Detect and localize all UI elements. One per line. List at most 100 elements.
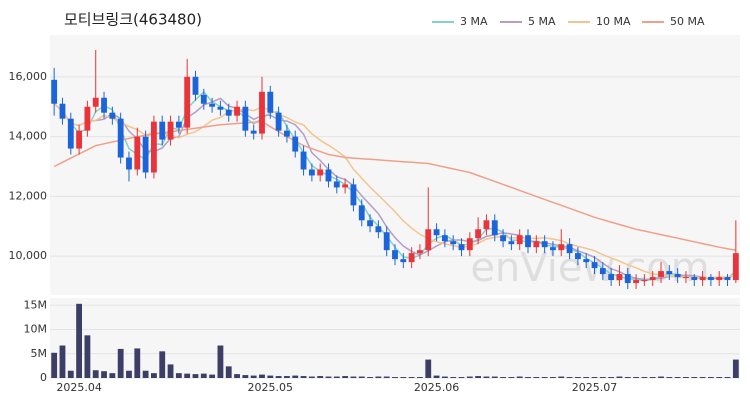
- volume-bar: [500, 377, 506, 378]
- volume-bar: [250, 375, 257, 378]
- candle-body: [109, 112, 116, 119]
- volume-bar: [508, 377, 515, 378]
- volume-bar: [433, 375, 440, 378]
- volume-bar: [300, 376, 307, 378]
- volume-bar: [292, 375, 299, 378]
- candle-body: [583, 259, 590, 263]
- candle-body: [200, 94, 207, 104]
- volume-bar: [732, 359, 739, 378]
- volume-bar: [558, 376, 565, 378]
- candle-body: [658, 271, 664, 278]
- volume-bar: [275, 376, 282, 378]
- candle-body: [608, 274, 615, 281]
- candle-body: [674, 274, 681, 278]
- legend-label: 10 MA: [596, 15, 631, 28]
- volume-bar: [350, 376, 357, 378]
- candle-body: [184, 76, 191, 128]
- volume-bar: [259, 374, 265, 378]
- y-tick-label: 10,000: [9, 249, 48, 262]
- candle-body: [325, 169, 332, 182]
- y-tick-label: 16,000: [9, 70, 48, 83]
- volume-bar: [242, 375, 249, 378]
- volume-bar: [666, 377, 673, 378]
- volume-bar: [59, 345, 66, 378]
- candle-body: [126, 157, 132, 170]
- volume-bar: [699, 377, 706, 378]
- volume-bar: [225, 366, 232, 378]
- candle-body: [284, 130, 290, 137]
- volume-bar: [574, 377, 581, 378]
- volume-bar: [134, 348, 141, 378]
- watermark: enView.com: [470, 245, 709, 291]
- volume-bar: [516, 376, 523, 378]
- volume-bar: [716, 377, 723, 378]
- candle-body: [683, 277, 689, 279]
- legend-label: 50 MA: [670, 15, 705, 28]
- candle-body: [317, 169, 324, 176]
- volume-bar: [284, 376, 290, 378]
- candle-body: [500, 235, 506, 242]
- volume-bar: [192, 374, 199, 378]
- candle-body: [425, 229, 432, 251]
- candle-body: [633, 280, 639, 284]
- volume-bar: [608, 377, 615, 378]
- volume-bar: [367, 377, 373, 378]
- candle-body: [574, 253, 581, 260]
- candle-body: [699, 277, 706, 281]
- candle-body: [375, 226, 382, 233]
- volume-bar: [109, 373, 116, 378]
- volume-bar: [159, 351, 166, 378]
- volume-bar: [375, 376, 382, 378]
- candle-body: [250, 130, 257, 134]
- candle-body: [558, 244, 565, 251]
- candle-body: [292, 136, 299, 152]
- candle-body: [408, 253, 415, 263]
- candle-body: [92, 97, 99, 107]
- volume-bar: [267, 375, 274, 378]
- candle-body: [367, 220, 373, 227]
- candle-body: [275, 112, 282, 131]
- volume-bar: [200, 373, 207, 378]
- volume-bar: [76, 303, 83, 378]
- candle-body: [134, 136, 141, 170]
- volume-bar: [92, 370, 99, 378]
- volume-bar: [234, 374, 240, 378]
- volume-tick-label: 15M: [24, 298, 48, 311]
- volume-bar: [475, 376, 482, 378]
- volume-bar: [333, 376, 340, 378]
- candle-body: [159, 121, 166, 140]
- volume-bar: [525, 377, 531, 378]
- candle-body: [259, 91, 265, 134]
- candle-body: [234, 106, 240, 116]
- candle-body: [707, 277, 714, 281]
- x-tick-label: 2025.04: [56, 381, 102, 394]
- candle-body: [67, 118, 74, 149]
- volume-bar: [117, 348, 124, 378]
- volume-bar: [175, 373, 182, 378]
- volume-bar: [649, 377, 656, 378]
- candle-body: [333, 181, 340, 188]
- volume-bar: [142, 370, 149, 378]
- y-tick-label: 12,000: [9, 189, 48, 202]
- volume-bar: [126, 370, 132, 378]
- volume-bar: [358, 376, 365, 378]
- volume-bar: [641, 377, 648, 378]
- candle-body: [550, 247, 556, 251]
- volume-bar: [466, 376, 473, 378]
- candle-body: [51, 79, 58, 104]
- candle-body: [732, 253, 739, 281]
- volume-bar: [425, 359, 432, 378]
- candle-body: [151, 121, 157, 173]
- y-tick-label: 14,000: [9, 130, 48, 143]
- candle-body: [541, 241, 548, 248]
- candle-body: [641, 280, 648, 282]
- x-tick-label: 2025.06: [414, 381, 460, 394]
- candle-body: [209, 103, 216, 107]
- candle-body: [267, 91, 274, 113]
- legend-label: 5 MA: [528, 15, 556, 28]
- candle-body: [417, 250, 423, 254]
- volume-tick-label: 10M: [24, 323, 48, 336]
- candle-body: [724, 277, 731, 281]
- x-tick-label: 2025.07: [572, 381, 618, 394]
